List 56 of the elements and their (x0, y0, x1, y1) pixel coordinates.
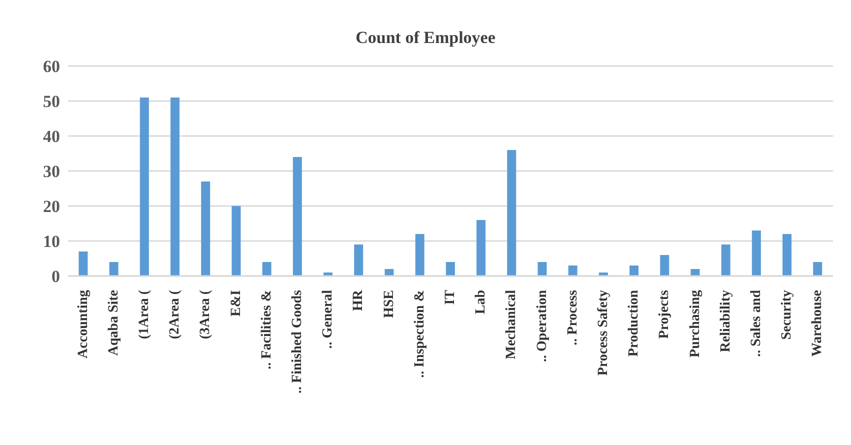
bar (507, 150, 516, 276)
x-tick-label: .. General (320, 290, 336, 349)
bar (140, 98, 149, 276)
bar (354, 244, 364, 276)
bar (690, 269, 700, 276)
bar (752, 230, 761, 276)
bar (568, 266, 578, 276)
bar (660, 255, 670, 276)
x-tick-label: Projects (657, 289, 672, 339)
bar (415, 234, 424, 276)
y-tick-label: 20 (43, 197, 60, 216)
y-tick-label: 60 (43, 57, 60, 76)
x-tick-label: Lab (474, 290, 489, 314)
x-tick-label: Process Safety (596, 290, 611, 376)
x-tick-label: HSE (382, 290, 397, 318)
bar (262, 262, 272, 276)
bar (813, 262, 822, 276)
bar (170, 98, 180, 276)
y-tick-label: 0 (52, 267, 60, 286)
x-tick-label: .. Facilities & (259, 290, 274, 370)
bar (476, 220, 486, 276)
x-tick-label: .. Sales and (749, 290, 764, 357)
bar (78, 252, 88, 276)
x-tick-label: HR (351, 289, 366, 311)
bar (201, 182, 210, 276)
x-tick-label: .. Process (565, 289, 580, 346)
y-tick-label: 30 (43, 162, 60, 182)
x-tick-label: .. Finished Goods (290, 289, 305, 394)
x-tick-label: Accounting (76, 290, 91, 358)
bar (292, 157, 302, 276)
bar (721, 244, 730, 276)
x-tick-label: Production (626, 290, 642, 357)
bar (384, 269, 394, 276)
bar (782, 234, 792, 276)
x-tick-label: .. Operation (534, 290, 550, 362)
bar (446, 262, 455, 276)
bar (232, 206, 241, 276)
x-tick-label: Purchasing (688, 290, 703, 358)
x-tick-label: Warehouse (810, 290, 826, 357)
x-tick-label: E&I (228, 290, 244, 316)
x-tick-label: IT (443, 289, 458, 305)
bar (630, 266, 639, 276)
x-tick-label: .. Inspection & (412, 290, 428, 378)
x-tick-label: Aqaba Site (106, 290, 122, 356)
bar (538, 262, 547, 276)
y-tick-label: 10 (43, 232, 60, 252)
bar (109, 262, 118, 276)
x-tick-label: (3Area ( (198, 290, 214, 340)
y-tick-label: 50 (43, 92, 60, 112)
x-tick-label: Security (780, 290, 795, 340)
x-tick-label: (1Area ( (137, 290, 152, 340)
x-tick-label: Mechanical (504, 290, 520, 360)
chart-title: Count of Employee (354, 27, 496, 49)
x-tick-label: Reliability (718, 290, 734, 352)
x-tick-label: (2Area ( (168, 290, 183, 340)
y-tick-label: 40 (43, 127, 60, 146)
